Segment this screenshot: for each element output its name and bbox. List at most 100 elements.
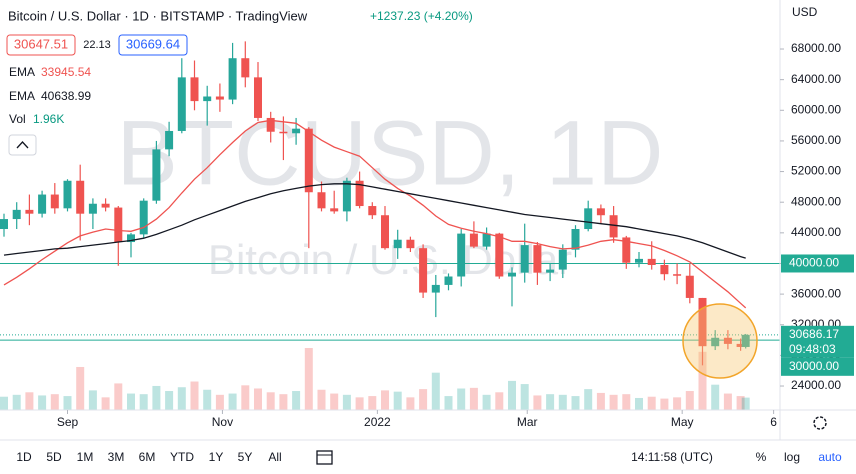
volume-bar: [635, 397, 643, 410]
candle-body: [635, 258, 643, 263]
candle-body: [609, 215, 618, 238]
volume-bar: [520, 384, 529, 410]
volume-bar: [0, 396, 8, 410]
toolbar: 1D 5D 1M 3M 6M YTD 1Y 5Y All 14:11:58 (UTC)% log au…: [16, 450, 842, 464]
volume-bar: [342, 394, 351, 410]
candle-body: [647, 258, 656, 266]
range-button[interactable]: All: [268, 450, 281, 464]
volume-bar: [241, 385, 250, 410]
candle-body: [76, 180, 85, 214]
range-button[interactable]: 3M: [108, 450, 125, 464]
range-button[interactable]: 1Y: [209, 450, 224, 464]
candle-body: [736, 343, 745, 347]
candle-body: [508, 272, 516, 277]
price-label: 30686.17: [789, 327, 839, 341]
bid-box[interactable]: [6, 34, 76, 56]
volume-bar: [215, 394, 224, 410]
candle-body: [558, 249, 567, 270]
collapse-button[interactable]: [8, 134, 37, 156]
volume-bar: [139, 394, 148, 410]
candle-body: [685, 275, 694, 298]
candle-body: [596, 208, 605, 216]
level-label: 30000.00: [789, 359, 839, 373]
candle-body: [304, 128, 313, 193]
settings-icon[interactable]: [813, 416, 827, 430]
volume-bar: [12, 394, 21, 410]
candle-body: [393, 239, 402, 249]
volume-bar: [330, 393, 339, 410]
y-tick-label: 24000.00: [791, 378, 841, 392]
plot-area: [0, 41, 780, 410]
candle-body: [12, 209, 21, 220]
y-tick-label: 48000.00: [791, 194, 841, 208]
scale-option[interactable]: auto: [818, 450, 842, 464]
ask-box[interactable]: [118, 34, 188, 56]
candle-body: [266, 117, 275, 132]
volume-bar: [609, 394, 618, 410]
candle-body: [63, 180, 72, 209]
calendar-icon[interactable]: [316, 450, 333, 465]
candle-body: [495, 233, 504, 277]
x-tick-label: Sep: [57, 415, 79, 429]
highlight-circle: [682, 303, 758, 379]
volume-bar: [393, 391, 402, 410]
volume-bar: [203, 389, 212, 410]
candle-body: [228, 58, 237, 100]
candle-body: [317, 192, 326, 209]
watermark-description: Bitcoin / U.S. Dollar: [208, 236, 572, 283]
volume-bar: [88, 390, 97, 410]
volume-bar: [558, 394, 567, 410]
range-button[interactable]: 5Y: [238, 450, 253, 464]
volume-bar: [50, 394, 59, 410]
y-tick-label: 68000.00: [791, 41, 841, 55]
candle-body: [419, 248, 428, 293]
x-tick-label: 6: [770, 415, 777, 429]
y-tick-label: 64000.00: [791, 72, 841, 86]
x-tick-label: Mar: [517, 415, 538, 429]
candle-body: [355, 180, 364, 207]
y-tick-label: 44000.00: [791, 225, 841, 239]
ema-line: [3, 119, 747, 309]
range-button[interactable]: 1D: [16, 450, 32, 464]
range-button[interactable]: YTD: [170, 450, 194, 464]
indicator-name: Vol: [9, 112, 26, 126]
volume-bar: [508, 380, 516, 410]
candle-body: [330, 208, 339, 212]
volume-bar: [736, 396, 745, 410]
candle-body: [546, 269, 555, 273]
volume-bar: [457, 388, 466, 410]
volume-bar: [546, 394, 555, 410]
candle-body: [406, 239, 415, 249]
watermark-symbol: BTCUSD, 1D: [117, 102, 664, 204]
candle-body: [190, 77, 199, 102]
volume-bar: [63, 396, 72, 410]
volume-bar: [698, 351, 707, 410]
volume-bar: [101, 397, 110, 410]
candle-body: [0, 219, 8, 230]
volume-bar: [38, 395, 47, 410]
range-button[interactable]: 6M: [139, 450, 156, 464]
volume-bar: [711, 384, 720, 410]
range-button[interactable]: 5D: [46, 450, 62, 464]
candle-body: [215, 96, 224, 100]
candle-body: [711, 337, 720, 347]
candle-body: [698, 297, 707, 347]
volume-bar: [228, 393, 237, 410]
candle-body: [533, 245, 542, 273]
scale-option[interactable]: %: [756, 450, 767, 464]
range-button[interactable]: 1M: [77, 450, 94, 464]
volume-bar: [355, 397, 364, 410]
y-tick-label: 56000.00: [791, 133, 841, 147]
scale-option[interactable]: log: [784, 450, 800, 464]
candle-body: [101, 203, 110, 208]
candle-body: [381, 215, 389, 249]
volume-bar: [406, 397, 415, 410]
volume-bar: [152, 385, 161, 410]
candle-body: [127, 234, 135, 243]
candle-body: [177, 77, 186, 131]
candle-body: [152, 149, 161, 201]
indicator-value: 33945.54: [41, 65, 91, 79]
countdown: 09:48:03: [789, 342, 836, 356]
volume-bar: [76, 366, 85, 410]
x-tick-label: 2022: [364, 415, 391, 429]
